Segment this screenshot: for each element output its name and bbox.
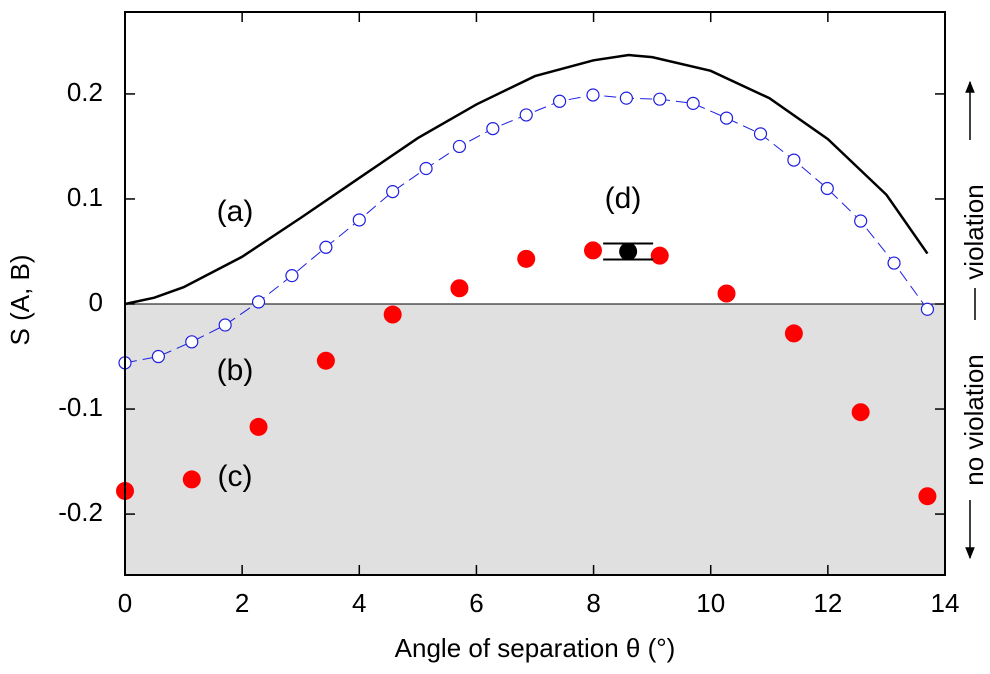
x-tick-label: 14 <box>931 588 960 618</box>
point <box>419 161 433 176</box>
point <box>619 242 638 261</box>
annotation: no violation <box>959 354 989 486</box>
x-tick-label: 8 <box>586 588 600 618</box>
y-axis-title: S (A, B) <box>5 254 35 345</box>
series-label: (c) <box>218 460 253 493</box>
point <box>182 470 201 489</box>
point <box>218 318 232 332</box>
point <box>920 302 935 316</box>
x-axis-title: Angle of separation θ (°) <box>395 633 676 663</box>
point <box>552 94 567 108</box>
point <box>249 417 268 436</box>
point <box>784 324 803 343</box>
x-tick-label: 6 <box>469 588 483 618</box>
curve <box>124 53 929 306</box>
point <box>854 214 868 228</box>
point <box>686 96 700 110</box>
point <box>151 349 165 364</box>
point <box>583 241 602 260</box>
violation-free-region <box>125 304 945 575</box>
x-tick-label: 0 <box>118 588 132 618</box>
plot-frame <box>124 11 946 576</box>
y-tick-label: -0.1 <box>58 392 103 422</box>
point <box>586 88 600 102</box>
point <box>383 305 402 324</box>
point <box>887 256 901 270</box>
annotation: violation <box>959 184 989 279</box>
point <box>653 92 667 106</box>
point <box>316 351 335 370</box>
x-tick-label: 4 <box>352 588 366 618</box>
y-tick-label: 0.2 <box>67 77 103 107</box>
point <box>753 127 768 141</box>
point <box>851 403 870 422</box>
x-tick-label: 12 <box>813 588 842 618</box>
point <box>251 295 266 309</box>
point <box>386 185 400 199</box>
y-tick-label: -0.2 <box>58 497 103 527</box>
point <box>820 181 834 196</box>
x-tick-label: 10 <box>696 588 725 618</box>
point <box>452 139 467 154</box>
point <box>619 91 633 105</box>
point <box>285 269 299 283</box>
point <box>450 279 469 298</box>
point <box>486 121 500 136</box>
point <box>185 335 199 349</box>
point <box>517 249 536 268</box>
point <box>719 111 734 125</box>
x-tick-label: 2 <box>235 588 249 618</box>
series-label: (d) <box>605 182 642 215</box>
series-label: (b) <box>217 354 254 387</box>
point <box>650 246 669 265</box>
point <box>717 284 736 303</box>
y-tick-label: 0.1 <box>67 182 103 212</box>
point <box>352 213 366 227</box>
point <box>787 153 801 167</box>
point <box>918 487 937 506</box>
point <box>519 108 533 122</box>
point <box>319 240 333 254</box>
y-tick-label: 0 <box>89 287 103 317</box>
series-label: (a) <box>217 195 254 228</box>
